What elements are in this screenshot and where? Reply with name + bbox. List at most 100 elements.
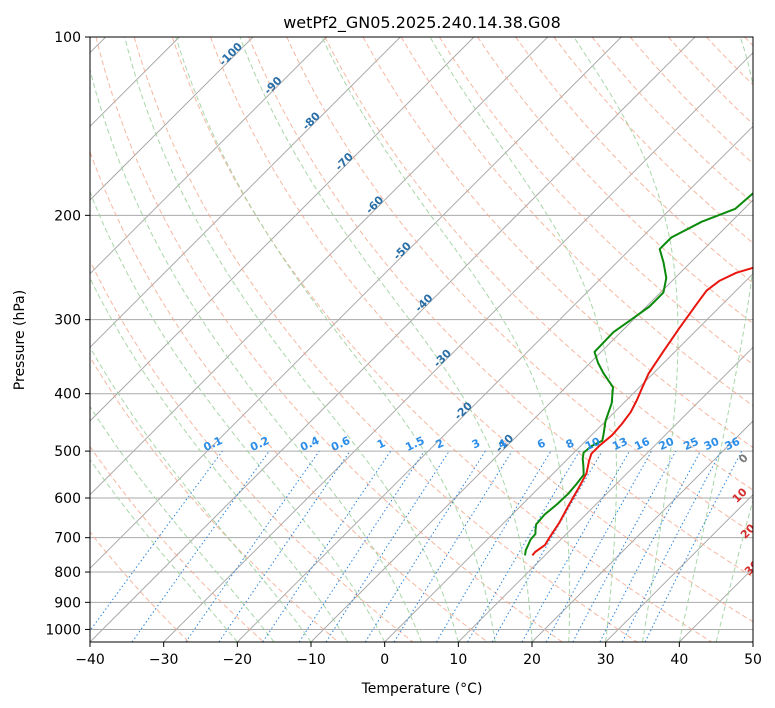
- moist-adiabat-line: [239, 37, 533, 642]
- temperature-profile-line: [531, 266, 753, 557]
- dry-adiabat-line: [362, 37, 753, 449]
- y-tick-label: 600: [54, 491, 81, 507]
- mixing-ratio-line: [467, 450, 580, 642]
- moist-adiabat-line: [90, 67, 422, 642]
- isotherm-line: [90, 37, 549, 496]
- dry-adiabat-line: [400, 37, 753, 407]
- mixing-ratio-line: [621, 450, 722, 642]
- mixing-ratio-line: [262, 450, 392, 642]
- x-tick-label: 30: [597, 652, 615, 668]
- dry-adiabat-label: 20: [738, 521, 758, 541]
- mixing-ratio-line: [599, 450, 701, 642]
- mixing-ratio-label: 30: [702, 435, 722, 453]
- x-tick-label: 40: [670, 652, 688, 668]
- dry-adiabat-label: 0: [736, 451, 751, 466]
- dry-adiabat-line: [629, 37, 753, 165]
- series-group: [524, 192, 753, 557]
- x-tick-label: −20: [223, 652, 253, 668]
- x-tick-label: −10: [296, 652, 326, 668]
- y-tick-label: 400: [54, 387, 81, 403]
- isotherm-line: [90, 37, 254, 201]
- dry-adiabat-line: [248, 37, 753, 578]
- mixing-ratio-line: [572, 450, 677, 642]
- chart-title: wetPf2_GN05.2025.240.14.38.G08: [283, 13, 561, 33]
- mixing-ratio-line: [521, 450, 630, 642]
- isotherm-line: [310, 199, 753, 642]
- background-lines: [90, 37, 753, 642]
- x-tick-label: 50: [744, 652, 762, 668]
- mixing-ratio-line: [131, 450, 270, 642]
- dry-adiabat-line: [438, 37, 753, 366]
- isotherm-label: -20: [452, 399, 475, 422]
- dry-adiabat-line: [706, 37, 753, 86]
- dry-adiabat-line: [324, 37, 753, 491]
- y-tick-label: 500: [54, 444, 81, 460]
- dry-adiabat-label: 30: [742, 558, 762, 578]
- mixing-ratio-label: 1: [375, 436, 387, 451]
- dry-adiabat-label: 10: [730, 485, 750, 505]
- isotherm-line: [605, 493, 753, 642]
- dry-adiabat-line: [90, 150, 488, 642]
- moist-adiabat-line: [715, 498, 753, 642]
- x-axis-label: Temperature (°C): [361, 681, 483, 697]
- mixing-ratio-label: 25: [681, 435, 700, 453]
- mixing-ratio-line: [435, 450, 552, 642]
- mixing-ratio-line: [325, 450, 450, 642]
- dry-adiabat-line: [286, 37, 753, 534]
- dry-adiabat-line: [90, 445, 264, 642]
- isotherm-line: [752, 641, 753, 642]
- mixing-ratio-line: [298, 450, 425, 642]
- dry-adiabat-line: [171, 37, 712, 642]
- isotherm-line: [90, 37, 622, 570]
- dewpoint-profile-line: [524, 192, 753, 556]
- isotherm-label: -60: [363, 193, 386, 216]
- x-tick-label: 0: [380, 652, 389, 668]
- dry-adiabat-line: [591, 37, 753, 204]
- x-tick-label: 10: [449, 652, 467, 668]
- moist-adiabat-line: [124, 37, 459, 642]
- dry-adiabat-line: [553, 37, 753, 244]
- mixing-ratio-line: [185, 450, 320, 642]
- y-axis-ticks: 100 200 300 400 500 600 700 800 900 1000: [45, 30, 90, 638]
- dry-adiabat-line: [90, 259, 414, 642]
- isotherm-label: -90: [261, 74, 284, 97]
- isotherm-line: [90, 37, 696, 642]
- x-tick-label: −40: [75, 652, 105, 668]
- moist-adiabat-line: [573, 37, 679, 642]
- dry-adiabat-line: [95, 37, 563, 642]
- isotherm-line: [531, 420, 753, 642]
- dry-adiabat-line: [668, 37, 753, 125]
- isotherm-line: [163, 51, 753, 642]
- mixing-ratio-line: [644, 450, 743, 642]
- isotherm-line: [678, 567, 753, 642]
- mixing-ratio-label: 2: [434, 436, 446, 451]
- dry-adiabat-label: 40: [764, 584, 775, 604]
- mixing-ratio-label: 36: [723, 435, 743, 453]
- y-tick-label: 300: [54, 313, 81, 329]
- isotherm-label: -100: [216, 40, 245, 69]
- mixing-ratio-line: [218, 450, 351, 642]
- plot-area: -100-90-80-70-60-50-40-30-20-100.1 0.2 0.4…: [90, 37, 775, 642]
- y-tick-label: 200: [54, 208, 81, 224]
- isotherm-label: -70: [333, 150, 356, 173]
- mixing-ratio-line: [90, 450, 223, 632]
- isotherm-line: [90, 37, 475, 422]
- isotherm-line: [90, 37, 401, 349]
- moist-adiabat-line: [678, 37, 753, 642]
- mixing-ratio-label: 16: [632, 435, 652, 453]
- mixing-ratio-label: 20: [657, 435, 677, 453]
- moist-adiabat-line: [175, 37, 496, 642]
- isotherm-label: -80: [300, 109, 323, 132]
- x-tick-label: 20: [523, 652, 541, 668]
- isotherm-line: [236, 125, 753, 642]
- dry-adiabat-line: [744, 37, 753, 47]
- mixing-ratio-label: 3: [470, 436, 482, 451]
- plot-frame: [89, 36, 754, 643]
- isotherm-line: [384, 272, 753, 642]
- isotherm-label: -30: [431, 346, 454, 369]
- moist-adiabat-line: [429, 37, 617, 642]
- isotherm-line: [457, 346, 753, 642]
- y-tick-label: 900: [54, 595, 81, 611]
- moist-adiabat-line: [321, 37, 571, 642]
